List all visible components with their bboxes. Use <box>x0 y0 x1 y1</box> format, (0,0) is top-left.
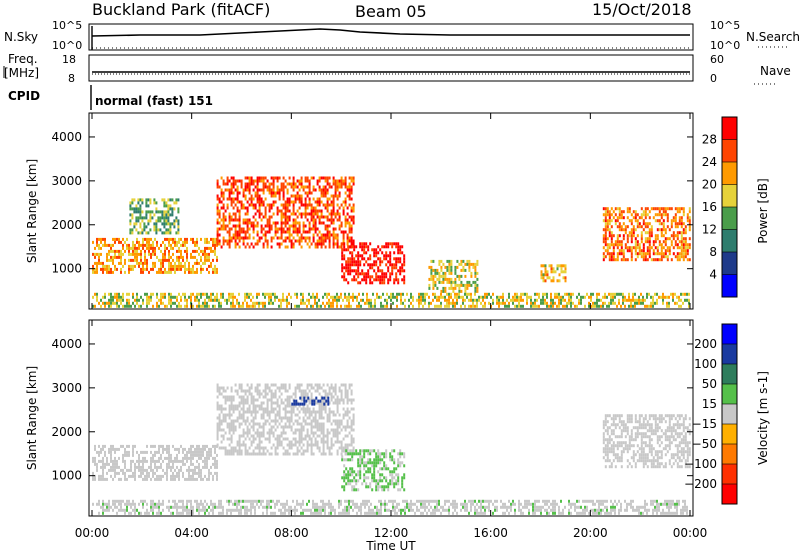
velocity-ylabel: Slant Range [km] <box>25 366 39 470</box>
nsearch-tick-bottom: 10^0 <box>710 39 740 52</box>
nsky-trace <box>92 29 690 36</box>
y-tick-label: 4000 <box>51 130 82 144</box>
x-tick-label: 00:00 <box>673 526 708 540</box>
velocity-colorbar-label: Velocity [m s-1] <box>756 371 770 465</box>
colorbar-tick-label: 100 <box>694 357 717 371</box>
colorbar-tick-label: 50 <box>702 377 717 391</box>
colorbar-tick-label: 15 <box>702 397 717 411</box>
nave-tick-bottom: 0 <box>710 72 717 85</box>
colorbar-segment <box>722 252 737 275</box>
nsky-strip-frame <box>89 24 693 50</box>
colorbar-tick-label: 8 <box>709 245 717 259</box>
nsky-tick-bottom: 10^0 <box>52 39 82 52</box>
x-tick-label: 20:00 <box>573 526 608 540</box>
colorbar-segment <box>722 464 737 485</box>
colorbar-tick-label: 12 <box>702 223 717 237</box>
freq-label: Freq. <box>8 52 38 66</box>
colorbar-segment <box>722 324 737 345</box>
power-colorbar-label: Power [dB] <box>756 178 770 243</box>
colorbar-tick-label: −15 <box>692 417 717 431</box>
cpid-label: CPID <box>8 89 40 103</box>
nave-label: Nave <box>760 64 791 78</box>
colorbar-tick-label: 200 <box>694 337 717 351</box>
nsearch-label: N.Search <box>746 30 800 44</box>
colorbar-segment <box>722 162 737 185</box>
colorbar-tick-label: −100 <box>684 457 717 471</box>
colorbar-segment <box>722 230 737 253</box>
y-tick-label: 2000 <box>51 218 82 232</box>
colorbar-tick-label: 16 <box>702 200 717 214</box>
y-tick-label: 1000 <box>51 469 82 483</box>
y-tick-label: 3000 <box>51 174 82 188</box>
colorbar-segment <box>722 364 737 385</box>
colorbar-segment <box>722 444 737 465</box>
x-tick-label: 12:00 <box>374 526 409 540</box>
colorbar-segment <box>722 424 737 445</box>
colorbar-segment <box>722 117 737 140</box>
colorbar-tick-label: −50 <box>692 437 717 451</box>
y-tick-label: 2000 <box>51 425 82 439</box>
x-tick-label: 16:00 <box>473 526 508 540</box>
cpid-text: normal (fast) 151 <box>95 94 213 108</box>
freq-tick-top: 18 <box>62 53 76 66</box>
beam-title: Beam 05 <box>355 2 427 21</box>
y-tick-label: 4000 <box>51 337 82 351</box>
power-colorbar: 28 24 20 16 12 8 4 <box>702 117 737 298</box>
colorbar-tick-label: 28 <box>702 133 717 147</box>
colorbar-segment <box>722 185 737 208</box>
freq-strip-frame <box>89 55 693 81</box>
colorbar-tick-label: 4 <box>709 268 717 282</box>
freq-tick-bottom: 8 <box>68 72 75 85</box>
colorbar-segment <box>722 140 737 163</box>
velocity-panel-frame <box>89 320 693 516</box>
nsearch-tick-top: 10^5 <box>710 19 740 32</box>
colorbar-segment <box>722 404 737 425</box>
colorbar-segment <box>722 344 737 365</box>
freq-unit: [MHz] <box>4 66 39 80</box>
date-title: 15/Oct/2018 <box>592 0 692 19</box>
colorbar-segment <box>722 484 737 505</box>
nsky-label: N.Sky <box>4 30 38 44</box>
nsky-tick-top: 10^5 <box>52 19 82 32</box>
station-title: Buckland Park (fitACF) <box>92 0 270 19</box>
colorbar-segment <box>722 275 737 298</box>
power-ylabel: Slant Range [km] <box>25 159 39 263</box>
colorbar-segment <box>722 207 737 230</box>
x-tick-label: 08:00 <box>274 526 309 540</box>
colorbar-tick-label: 20 <box>702 178 717 192</box>
y-tick-label: 1000 <box>51 262 82 276</box>
colorbar-tick-label: −200 <box>684 477 717 491</box>
colorbar-tick-label: 24 <box>702 155 717 169</box>
x-axis-title: Time UT <box>365 539 416 553</box>
colorbar-segment <box>722 384 737 405</box>
x-tick-label: 00:00 <box>75 526 110 540</box>
x-tick-label: 04:00 <box>174 526 209 540</box>
y-tick-label: 3000 <box>51 381 82 395</box>
nave-tick-top: 60 <box>710 53 724 66</box>
